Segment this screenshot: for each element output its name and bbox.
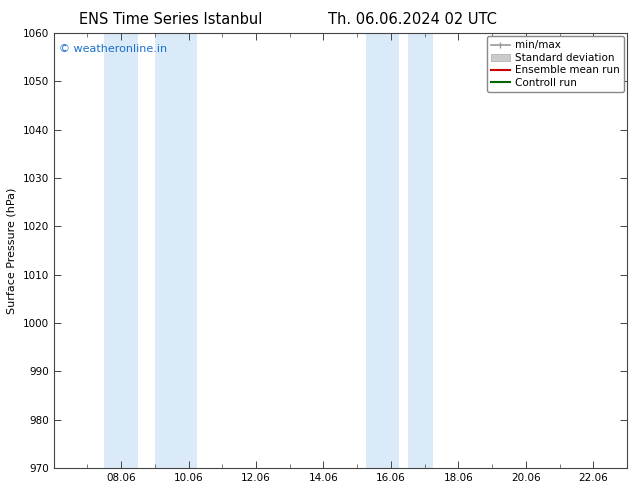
Y-axis label: Surface Pressure (hPa): Surface Pressure (hPa): [7, 187, 17, 314]
Text: Th. 06.06.2024 02 UTC: Th. 06.06.2024 02 UTC: [328, 12, 496, 27]
Legend: min/max, Standard deviation, Ensemble mean run, Controll run: min/max, Standard deviation, Ensemble me…: [487, 36, 624, 92]
Bar: [155, 33, 197, 468]
Bar: [366, 33, 399, 468]
Bar: [104, 33, 138, 468]
Text: © weatheronline.in: © weatheronline.in: [60, 44, 167, 54]
Text: ENS Time Series Istanbul: ENS Time Series Istanbul: [79, 12, 263, 27]
Bar: [408, 33, 433, 468]
